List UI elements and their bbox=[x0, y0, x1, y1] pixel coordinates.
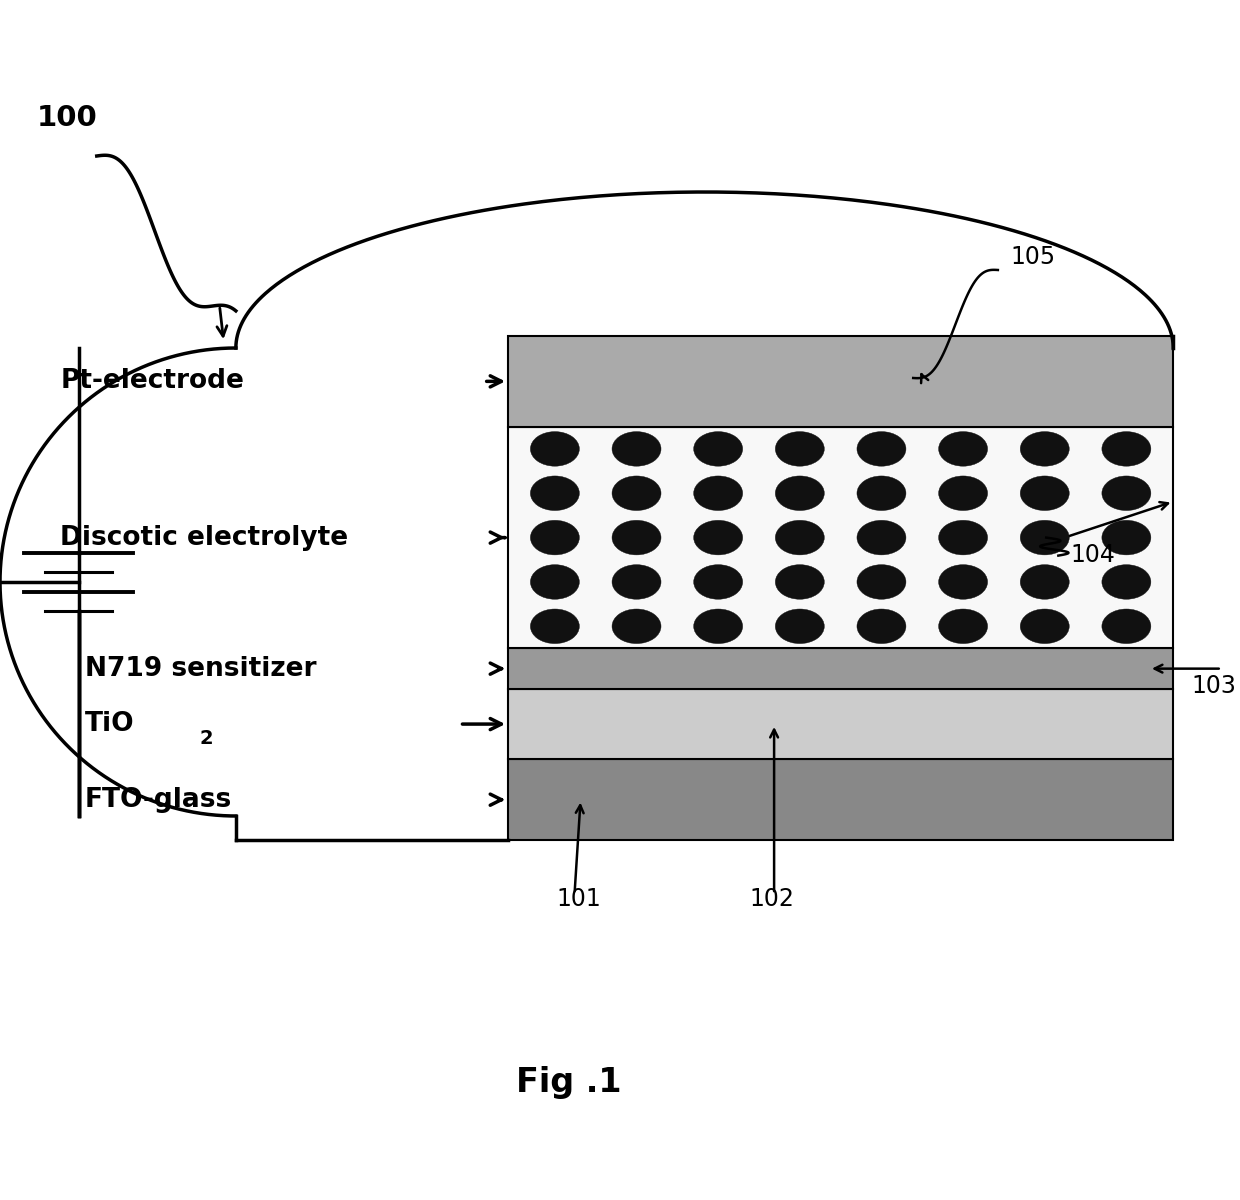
Text: 100: 100 bbox=[36, 104, 97, 132]
Ellipse shape bbox=[613, 610, 661, 643]
Ellipse shape bbox=[1102, 610, 1151, 643]
Ellipse shape bbox=[857, 432, 906, 466]
Text: TiO: TiO bbox=[84, 712, 134, 737]
Ellipse shape bbox=[1021, 476, 1069, 510]
Text: 104: 104 bbox=[1070, 542, 1115, 566]
Ellipse shape bbox=[857, 610, 906, 643]
Ellipse shape bbox=[1102, 521, 1151, 554]
Text: 105: 105 bbox=[1009, 245, 1055, 269]
Ellipse shape bbox=[857, 476, 906, 510]
Ellipse shape bbox=[775, 432, 825, 466]
Ellipse shape bbox=[857, 565, 906, 599]
Text: Discotic electrolyte: Discotic electrolyte bbox=[61, 524, 348, 551]
Ellipse shape bbox=[939, 565, 987, 599]
Text: N719 sensitizer: N719 sensitizer bbox=[84, 655, 316, 682]
Ellipse shape bbox=[775, 521, 825, 554]
Text: Pt-electrode: Pt-electrode bbox=[61, 368, 244, 395]
Ellipse shape bbox=[1021, 521, 1069, 554]
Bar bbox=[508, 760, 1173, 840]
Ellipse shape bbox=[1021, 432, 1069, 466]
Ellipse shape bbox=[693, 476, 743, 510]
Text: FTO-glass: FTO-glass bbox=[84, 787, 232, 812]
Bar bbox=[508, 689, 1173, 760]
Ellipse shape bbox=[775, 610, 825, 643]
Ellipse shape bbox=[613, 565, 661, 599]
Bar bbox=[508, 427, 1173, 648]
Ellipse shape bbox=[693, 432, 743, 466]
Ellipse shape bbox=[1102, 432, 1151, 466]
Text: 102: 102 bbox=[750, 887, 795, 911]
Ellipse shape bbox=[531, 432, 579, 466]
Ellipse shape bbox=[693, 521, 743, 554]
Ellipse shape bbox=[613, 476, 661, 510]
Ellipse shape bbox=[775, 565, 825, 599]
Ellipse shape bbox=[531, 565, 579, 599]
Bar bbox=[508, 336, 1173, 427]
Ellipse shape bbox=[939, 521, 987, 554]
Ellipse shape bbox=[531, 610, 579, 643]
Text: Fig .1: Fig .1 bbox=[516, 1066, 621, 1099]
Ellipse shape bbox=[857, 521, 906, 554]
Ellipse shape bbox=[613, 521, 661, 554]
Text: 103: 103 bbox=[1192, 673, 1236, 697]
Ellipse shape bbox=[939, 432, 987, 466]
Ellipse shape bbox=[613, 432, 661, 466]
Text: 2: 2 bbox=[200, 728, 213, 748]
Ellipse shape bbox=[1102, 565, 1151, 599]
Bar bbox=[508, 648, 1173, 689]
Text: 101: 101 bbox=[557, 887, 601, 911]
Ellipse shape bbox=[531, 476, 579, 510]
Ellipse shape bbox=[775, 476, 825, 510]
Ellipse shape bbox=[939, 610, 987, 643]
Ellipse shape bbox=[531, 521, 579, 554]
Ellipse shape bbox=[693, 565, 743, 599]
Ellipse shape bbox=[1102, 476, 1151, 510]
Ellipse shape bbox=[693, 610, 743, 643]
Ellipse shape bbox=[939, 476, 987, 510]
Ellipse shape bbox=[1021, 565, 1069, 599]
Ellipse shape bbox=[1021, 610, 1069, 643]
